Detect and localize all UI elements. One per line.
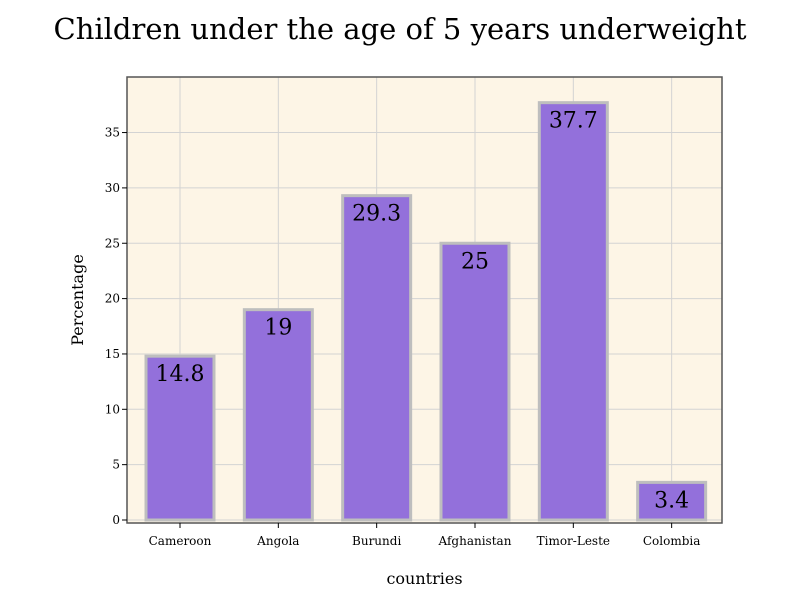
data-label: 29.3 bbox=[352, 202, 401, 227]
chart-title: Children under the age of 5 years underw… bbox=[54, 12, 747, 46]
x-tick-label: Cameroon bbox=[149, 534, 212, 548]
bar-burundi bbox=[341, 194, 413, 522]
y-tick-label: 30 bbox=[105, 181, 120, 195]
y-tick-label: 35 bbox=[105, 126, 120, 140]
y-tick-label: 10 bbox=[105, 402, 120, 416]
bar-afghanistan bbox=[439, 241, 511, 522]
bar-angola bbox=[242, 308, 314, 522]
y-axis-label: Percentage bbox=[68, 254, 87, 346]
plot-area bbox=[127, 77, 722, 523]
data-label: 3.4 bbox=[654, 488, 689, 513]
x-tick-label: Burundi bbox=[352, 534, 401, 548]
x-axis-label: countries bbox=[386, 569, 462, 588]
y-axis-ticks: 0 5 10 15 20 25 30 35 bbox=[105, 126, 127, 527]
data-label: 14.8 bbox=[156, 362, 205, 387]
bar-cameroon bbox=[144, 354, 216, 522]
data-label: 25 bbox=[461, 249, 489, 274]
data-label: 19 bbox=[264, 316, 292, 341]
plot-frame bbox=[126, 76, 723, 524]
y-tick-label: 0 bbox=[112, 513, 120, 527]
x-tick-label: Angola bbox=[256, 534, 299, 548]
y-tick-label: 5 bbox=[112, 458, 120, 472]
data-label: 37.7 bbox=[549, 109, 598, 134]
bar-timor-leste bbox=[537, 101, 609, 522]
y-tick-label: 20 bbox=[105, 292, 120, 306]
data-labels: 14.8 19 29.3 25 37.7 3.4 bbox=[156, 109, 690, 514]
y-tick-label: 15 bbox=[105, 347, 120, 361]
x-tick-label: Colombia bbox=[643, 534, 701, 548]
bars bbox=[144, 101, 708, 522]
x-axis-ticks: Cameroon Angola Burundi Afghanistan Timor-Le… bbox=[149, 523, 701, 548]
bar-colombia bbox=[636, 480, 708, 522]
x-tick-label: Afghanistan bbox=[438, 534, 512, 548]
x-tick-label: Timor-Leste bbox=[537, 534, 610, 548]
y-tick-label: 25 bbox=[105, 236, 120, 250]
